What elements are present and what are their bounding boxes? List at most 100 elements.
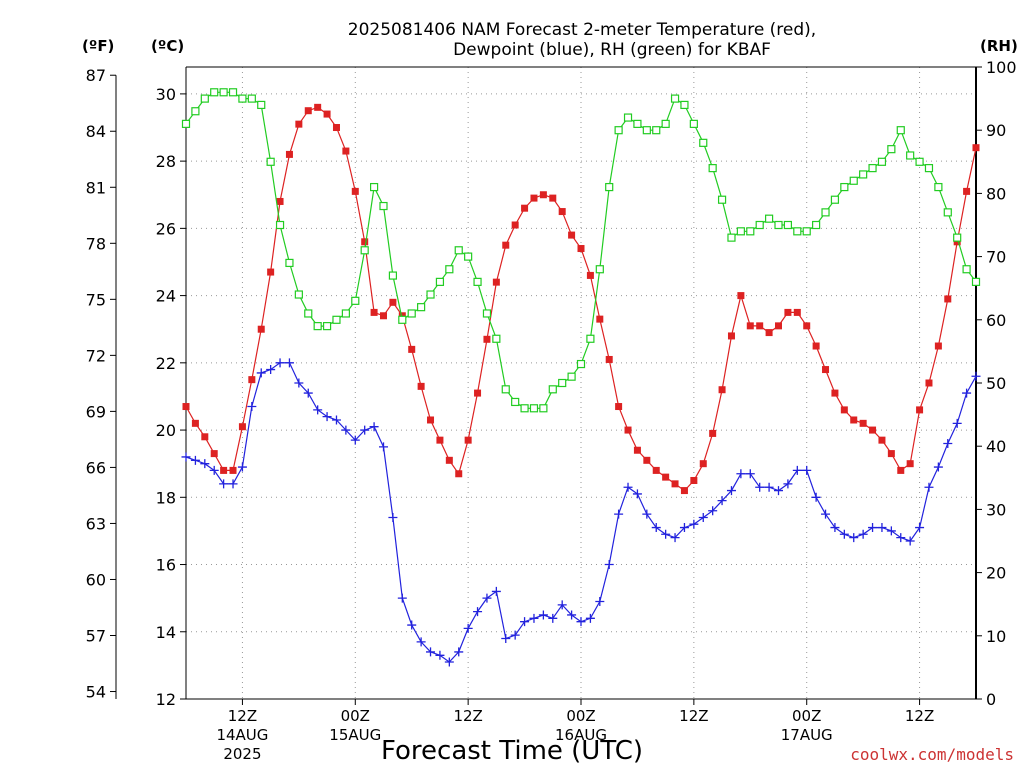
temperature-point — [380, 312, 387, 320]
dewpoint-point — [632, 489, 642, 499]
rh-tick-label: 60 — [986, 311, 1006, 330]
rh-point — [717, 195, 727, 204]
temperature-point — [652, 466, 660, 474]
dewpoint-point — [689, 519, 699, 529]
rh-point — [821, 208, 830, 217]
rh-point — [670, 94, 680, 103]
rh-point — [417, 303, 426, 312]
temperature-point — [248, 376, 256, 384]
x-tick-label: 00Z — [341, 707, 370, 725]
rh-point — [699, 138, 708, 147]
dewpoint-point — [407, 620, 417, 630]
celsius-tick-label: 26 — [156, 219, 176, 238]
temperature-point — [229, 466, 237, 474]
fahrenheit-tick-label: 78 — [86, 234, 106, 253]
dewpoint-point — [557, 600, 567, 610]
rh-point — [783, 220, 793, 230]
dewpoint-point — [576, 617, 586, 627]
fahrenheit-tick-label: 75 — [86, 290, 106, 309]
rh-point — [426, 290, 435, 299]
dewpoint-point — [943, 439, 953, 449]
celsius-tick-label: 14 — [156, 623, 176, 642]
temperature-point — [793, 308, 801, 316]
rh-point — [511, 397, 520, 407]
dewpoint-point — [726, 486, 736, 496]
dewpoint-point — [200, 459, 210, 469]
chart-title-line1: 2025081406 NAM Forecast 2-meter Temperat… — [348, 20, 816, 40]
rh-point — [849, 176, 858, 185]
celsius-tick-label: 18 — [156, 488, 176, 507]
dewpoint-point — [915, 523, 925, 533]
rh-point — [548, 385, 557, 394]
dewpoint-point — [181, 452, 191, 462]
dewpoint-point — [228, 479, 238, 489]
rh-point — [915, 157, 924, 166]
dewpoint-point — [435, 650, 445, 660]
x-tick-year-label: 2025 — [223, 745, 261, 763]
dewpoint-point — [275, 358, 285, 368]
temperature-point — [671, 480, 679, 488]
rh-point — [238, 94, 247, 103]
plot-axes: 12 14 16 18 20 22 24 26 28 30 54 57 60 63 66 69 72 75 78 81… — [86, 58, 1017, 763]
dewpoint-point — [811, 492, 821, 502]
rh-tick-label: 40 — [986, 437, 1006, 456]
dewpoint-point — [190, 455, 200, 465]
temperature-point — [332, 124, 340, 132]
rh-point — [219, 88, 228, 97]
dewpoint-point — [473, 607, 483, 617]
temperature-point — [436, 436, 444, 444]
dewpoint-point — [350, 435, 360, 445]
dewpoint-point — [924, 482, 934, 492]
dewpoint-point — [962, 388, 972, 398]
fahrenheit-tick-label: 72 — [86, 346, 106, 365]
dewpoint-point — [604, 560, 614, 570]
celsius-tick-label: 28 — [156, 152, 176, 171]
rh-point — [191, 107, 200, 116]
temperature-point — [775, 322, 782, 330]
rh-point — [689, 119, 698, 128]
rh-point — [445, 265, 454, 274]
temperature-point — [530, 194, 538, 202]
rh-point — [953, 233, 962, 242]
dewpoint-point — [585, 613, 595, 623]
temperature-point — [662, 473, 670, 481]
celsius-tick-label: 16 — [156, 556, 176, 575]
x-tick-label: 12Z — [905, 707, 934, 725]
fahrenheit-tick-label: 60 — [86, 570, 106, 589]
fahrenheit-tick-label: 63 — [86, 514, 106, 533]
temperature-point — [784, 308, 792, 316]
rh-point — [482, 309, 492, 318]
dewpoint-point — [877, 523, 887, 533]
dewpoint-point — [698, 512, 708, 522]
rh-point — [454, 246, 463, 255]
rh-point — [567, 372, 576, 381]
dewpoint-point — [379, 442, 388, 452]
temperature-point — [859, 419, 867, 427]
dewpoint-point — [708, 506, 718, 516]
temperature-point — [690, 476, 698, 484]
temperature-point — [285, 150, 293, 158]
dewpoint-point — [463, 623, 473, 633]
temperature-point — [521, 204, 529, 212]
temperature-point — [323, 110, 331, 118]
rh-point — [896, 126, 905, 135]
temperature-point — [276, 197, 284, 205]
temperature-point — [492, 278, 500, 286]
temperature-point — [295, 120, 303, 128]
dewpoint-point — [360, 425, 370, 435]
dewpoint-point — [219, 479, 229, 489]
temperature-point — [822, 366, 830, 374]
temperature-point — [568, 231, 576, 239]
temperature-point — [361, 238, 369, 246]
rh-point — [369, 182, 379, 192]
dewpoint-point — [802, 465, 812, 475]
temperature-point — [483, 335, 491, 343]
temperature-point — [878, 436, 886, 444]
rh-point — [539, 404, 548, 413]
rh-unit-label: (RH) — [980, 37, 1018, 55]
temperature-point — [191, 419, 199, 427]
dewpoint-point — [548, 613, 558, 623]
temperature-point — [408, 345, 416, 353]
temperature-point — [840, 406, 848, 414]
temperature-point — [539, 191, 547, 199]
